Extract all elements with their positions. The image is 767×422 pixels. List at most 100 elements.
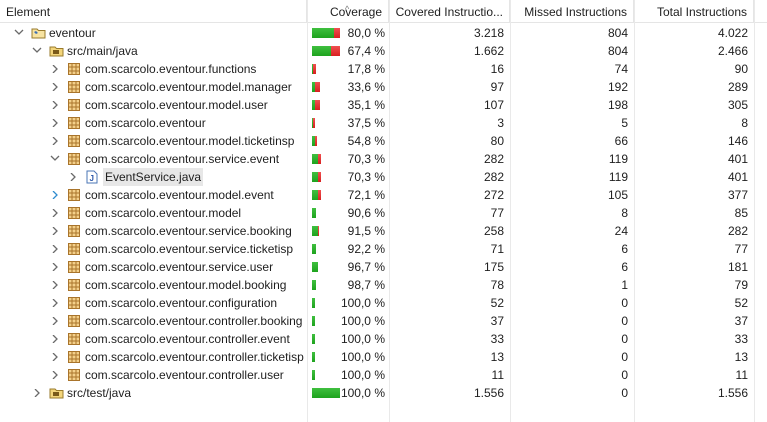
table-row[interactable]: com.scarcolo.eventour.model.ticketinsp 54…	[0, 132, 767, 150]
element-label: src/test/java	[67, 386, 132, 400]
coverage-bar	[312, 64, 316, 74]
total-instructions: 8	[741, 116, 748, 130]
total-instructions: 90	[734, 62, 748, 76]
coverage-bar	[312, 118, 315, 128]
element-label: EventService.java	[103, 168, 204, 186]
expand-chevron-down-icon[interactable]	[32, 42, 42, 60]
total-instructions: 401	[727, 152, 748, 166]
column-header-element[interactable]: Element	[0, 0, 307, 22]
coverage-percent: 17,8 %	[347, 62, 385, 76]
package-icon	[67, 134, 81, 148]
expand-chevron-right-icon[interactable]	[50, 114, 60, 132]
java-file-icon: J	[85, 170, 99, 184]
covered-instructions: 272	[483, 188, 504, 202]
column-header-total-instructions[interactable]: Total Instructions	[634, 0, 754, 22]
table-row[interactable]: src/test/java 100,0 % 1.556 0 1.556	[0, 384, 767, 402]
table-row[interactable]: com.scarcolo.eventour.model.manager 33,6 …	[0, 78, 767, 96]
table-row[interactable]: com.scarcolo.eventour.model.booking 98,7 …	[0, 276, 767, 294]
expand-chevron-right-icon[interactable]	[50, 186, 60, 204]
column-header-missed-instructions[interactable]: Missed Instructions	[510, 0, 634, 22]
table-row[interactable]: com.scarcolo.eventour.controller.booking…	[0, 312, 767, 330]
coverage-percent: 91,5 %	[347, 224, 385, 238]
table-row[interactable]: com.scarcolo.eventour.model.user 35,1 % 10…	[0, 96, 767, 114]
table-row[interactable]: eventour 80,0 % 3.218 804 4.022	[0, 24, 767, 42]
coverage-percent: 100,0 %	[340, 296, 385, 310]
project-folder-icon	[31, 26, 46, 40]
expand-chevron-right-icon[interactable]	[32, 384, 42, 402]
element-label: com.scarcolo.eventour.configuration	[85, 296, 278, 310]
column-divider	[634, 0, 635, 422]
expand-chevron-right-icon[interactable]	[50, 132, 60, 150]
package-icon	[67, 98, 81, 112]
table-row[interactable]: com.scarcolo.eventour 37,5 % 3 5 8	[0, 114, 767, 132]
covered-instructions: 3.218	[473, 26, 504, 40]
expand-chevron-right-icon[interactable]	[50, 240, 60, 258]
expand-chevron-right-icon[interactable]	[68, 168, 78, 186]
total-instructions: 146	[727, 134, 748, 148]
table-row[interactable]: com.scarcolo.eventour.controller.user 100…	[0, 366, 767, 384]
package-icon	[67, 332, 81, 346]
coverage-bar-covered	[312, 172, 318, 182]
package-icon	[67, 278, 81, 292]
table-row[interactable]: com.scarcolo.eventour.service.ticketisp 9…	[0, 240, 767, 258]
expand-chevron-right-icon[interactable]	[50, 78, 60, 96]
expand-chevron-right-icon[interactable]	[50, 294, 60, 312]
expand-chevron-right-icon[interactable]	[50, 312, 60, 330]
expand-chevron-down-icon[interactable]	[50, 150, 60, 168]
coverage-bar	[312, 28, 340, 38]
column-header-coverage[interactable]: ^ Coverage	[307, 0, 389, 22]
expand-chevron-right-icon[interactable]	[50, 96, 60, 114]
element-label: com.scarcolo.eventour.controller.booking	[85, 314, 303, 328]
total-instructions: 77	[734, 242, 748, 256]
expand-chevron-right-icon[interactable]	[50, 222, 60, 240]
missed-instructions: 0	[621, 332, 628, 346]
expand-chevron-right-icon[interactable]	[50, 258, 60, 276]
missed-instructions: 0	[621, 350, 628, 364]
table-row[interactable]: com.scarcolo.eventour.configuration 100,0…	[0, 294, 767, 312]
coverage-percent: 67,4 %	[347, 44, 385, 58]
expand-chevron-down-icon[interactable]	[14, 24, 24, 42]
table-row[interactable]: com.scarcolo.eventour.service.booking 91,…	[0, 222, 767, 240]
total-instructions: 33	[734, 332, 748, 346]
coverage-bar-covered	[312, 316, 315, 326]
expand-chevron-right-icon[interactable]	[50, 348, 60, 366]
element-label: com.scarcolo.eventour.controller.ticketi…	[85, 350, 304, 364]
total-instructions: 289	[727, 80, 748, 94]
coverage-bar	[312, 280, 316, 290]
package-icon	[67, 368, 81, 382]
element-label: eventour	[49, 26, 96, 40]
coverage-percent: 96,7 %	[347, 260, 385, 274]
coverage-percent: 90,6 %	[347, 206, 385, 220]
table-row[interactable]: com.scarcolo.eventour.service.user 96,7 %…	[0, 258, 767, 276]
covered-instructions: 3	[497, 116, 504, 130]
table-row[interactable]: com.scarcolo.eventour.controller.ticketi…	[0, 348, 767, 366]
total-instructions: 1.556	[717, 386, 748, 400]
table-row[interactable]: com.scarcolo.eventour.model.event 72,1 % 2…	[0, 186, 767, 204]
coverage-bar-covered	[312, 370, 315, 380]
table-row[interactable]: J EventService.java 70,3 % 282 119 401	[0, 168, 767, 186]
table-row[interactable]: com.scarcolo.eventour.service.event 70,3 …	[0, 150, 767, 168]
element-label: src/main/java	[67, 44, 138, 58]
covered-instructions: 37	[490, 314, 504, 328]
expand-chevron-right-icon[interactable]	[50, 60, 60, 78]
missed-instructions: 0	[621, 296, 628, 310]
table-row[interactable]: com.scarcolo.eventour.functions 17,8 % 16 7…	[0, 60, 767, 78]
missed-instructions: 192	[607, 80, 628, 94]
coverage-percent: 37,5 %	[347, 116, 385, 130]
table-row[interactable]: com.scarcolo.eventour.controller.event 10…	[0, 330, 767, 348]
coverage-bar-missed	[318, 190, 321, 200]
svg-text:J: J	[90, 174, 94, 183]
coverage-percent: 92,2 %	[347, 242, 385, 256]
expand-chevron-right-icon[interactable]	[50, 330, 60, 348]
missed-instructions: 5	[621, 116, 628, 130]
coverage-bar-covered	[312, 334, 315, 344]
coverage-bar-missed	[315, 82, 320, 92]
column-header-covered-instructions[interactable]: Covered Instructio...	[389, 0, 510, 22]
missed-instructions: 119	[608, 170, 628, 184]
table-row[interactable]: src/main/java 67,4 % 1.662 804 2.466	[0, 42, 767, 60]
expand-chevron-right-icon[interactable]	[50, 276, 60, 294]
expand-chevron-right-icon[interactable]	[50, 366, 60, 384]
package-icon	[67, 152, 81, 166]
table-row[interactable]: com.scarcolo.eventour.model 90,6 % 77 8 85	[0, 204, 767, 222]
expand-chevron-right-icon[interactable]	[50, 204, 60, 222]
